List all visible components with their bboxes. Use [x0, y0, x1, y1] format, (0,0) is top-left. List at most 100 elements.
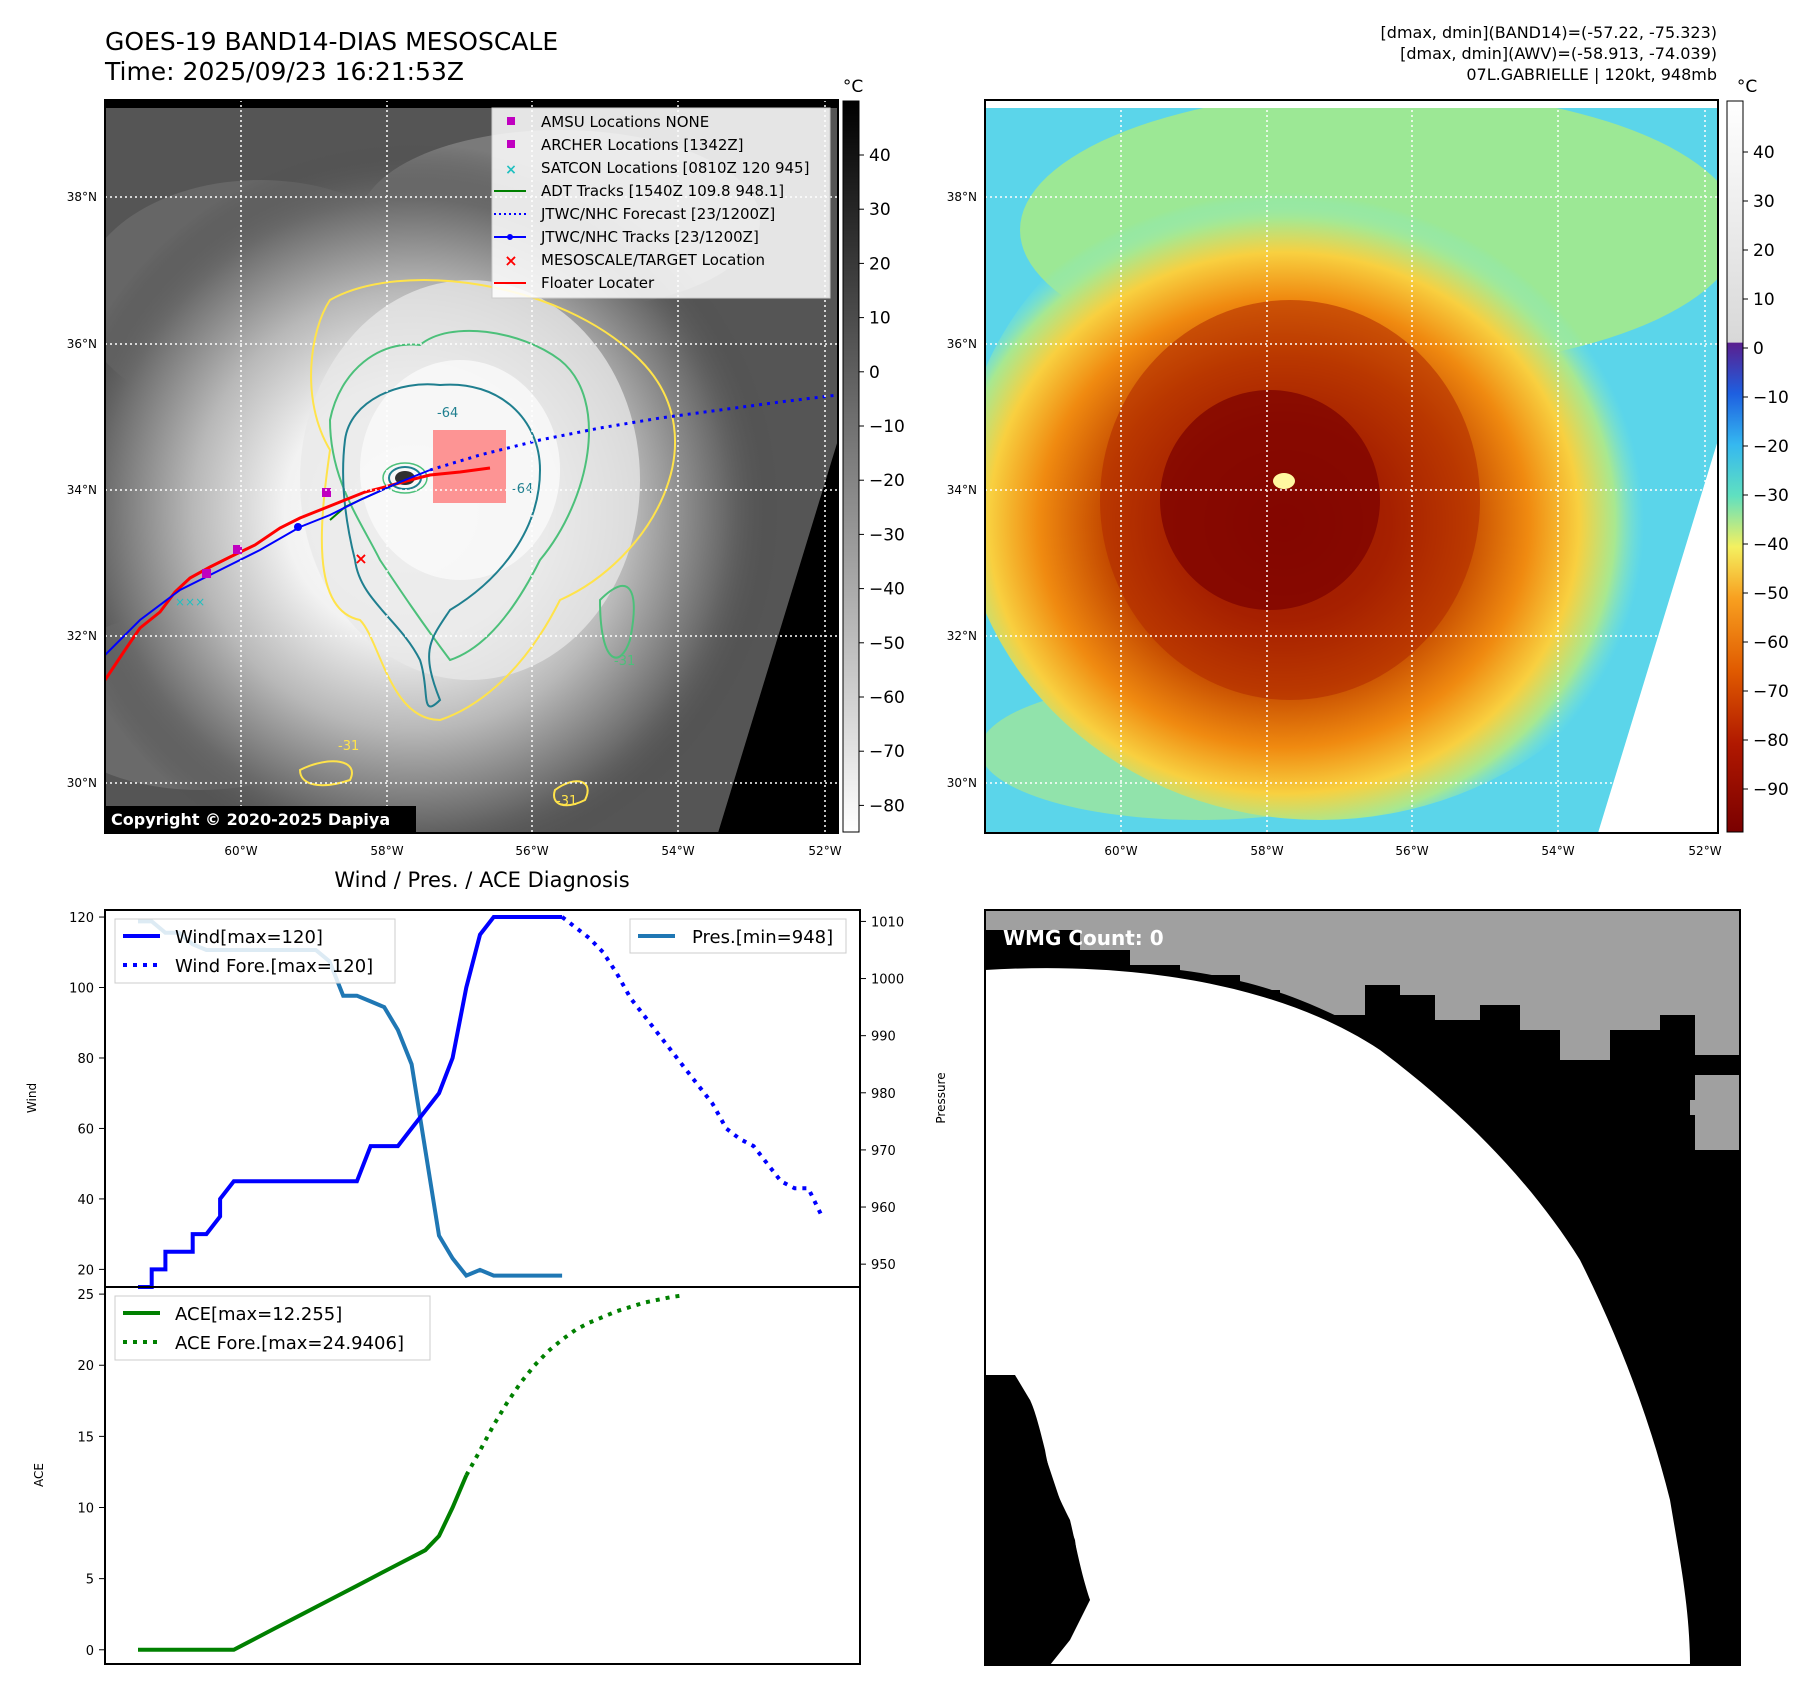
colorbar-gray: °C 40 30 20 10 0 −10 −20 −30 −40 −50 −60 −70 −80: [842, 77, 905, 833]
pressure-tick-label: 970: [871, 1144, 896, 1159]
legend-pressure: Pres.[min=948]: [692, 927, 833, 948]
pressure-tick-label: 1000: [871, 973, 904, 988]
colorbar-tick-label: 30: [869, 200, 891, 220]
lat-label: 30°N: [67, 776, 97, 790]
legend-archer: ARCHER Locations [1342Z]: [541, 136, 744, 154]
legend-amsu: AMSU Locations NONE: [541, 113, 709, 131]
legend-mesoscale: MESOSCALE/TARGET Location: [541, 251, 765, 269]
wind-tick-label: 120: [69, 911, 94, 926]
legend-satcon: SATCON Locations [0810Z 120 945]: [541, 159, 809, 177]
colorbar-tick-label: −50: [1753, 584, 1789, 604]
colorbar-tick-label: −20: [869, 471, 905, 491]
lat-label: 36°N: [67, 337, 97, 351]
figure-title-line2: Time: 2025/09/23 16:21:53Z: [104, 57, 464, 86]
contour-label: -31: [338, 739, 359, 754]
colorbar-tick-label: 30: [1753, 192, 1775, 212]
ace-tick-label: 10: [77, 1502, 94, 1517]
svg-text:×××: ×××: [175, 595, 205, 609]
ace-axis-label: ACE: [32, 1463, 46, 1487]
ace-forecast-line: [464, 1293, 686, 1477]
lat-label: 32°N: [67, 629, 97, 643]
contour-label: -64: [437, 406, 458, 421]
svg-text:×: ×: [505, 162, 517, 178]
colorbar-tick-label: −90: [1753, 780, 1789, 800]
legend-floater: Floater Locater: [541, 274, 655, 292]
lon-label: 54°W: [661, 844, 694, 858]
ace-tick-label: 5: [86, 1573, 94, 1588]
lon-label: 54°W: [1541, 844, 1574, 858]
lat-label: 36°N: [947, 337, 977, 351]
colorbar-tick-label: 10: [869, 309, 891, 329]
colorbar-tick-label: −80: [1753, 731, 1789, 751]
pressure-tick-label: 960: [871, 1201, 896, 1216]
colorbar-tick-label: −20: [1753, 437, 1789, 457]
lon-label: 52°W: [808, 844, 841, 858]
colorbar-tick-label: 0: [869, 363, 880, 383]
lon-label: 56°W: [1395, 844, 1428, 858]
wind-line: [138, 915, 563, 1289]
map-color: 38°N 36°N 34°N 32°N 30°N 60°W 58°W 56°W …: [947, 99, 1722, 858]
colorbar-unit: °C: [1737, 77, 1757, 97]
ace-tick-label: 20: [77, 1359, 94, 1374]
copyright-label: Copyright © 2020-2025 Dapiya: [111, 810, 390, 829]
svg-text:×: ×: [354, 549, 367, 568]
figure-title-line1: GOES-19 BAND14-DIAS MESOSCALE: [105, 27, 558, 56]
legend-ace-forecast: ACE Fore.[max=24.9406]: [175, 1333, 404, 1354]
colorbar-tick-label: −10: [1753, 388, 1789, 408]
wmg-count-label: WMG Count: 0: [1003, 926, 1164, 950]
lon-label: 60°W: [1104, 844, 1137, 858]
legend-wind-forecast: Wind Fore.[max=120]: [175, 956, 373, 977]
colorbar-tick-label: 20: [1753, 241, 1775, 261]
colorbar-tick-label: 20: [869, 254, 891, 274]
lat-label: 32°N: [947, 629, 977, 643]
wind-tick-label: 60: [77, 1122, 94, 1137]
pressure-tick-label: 990: [871, 1030, 896, 1045]
colorbar-tick-label: −10: [869, 417, 905, 437]
lat-label: 38°N: [67, 190, 97, 204]
info-line1: [dmax, dmin](BAND14)=(-57.22, -75.323): [1381, 23, 1717, 42]
colorbar-tick-label: −40: [869, 580, 905, 600]
colorbar-tick-label: −30: [1753, 486, 1789, 506]
colorbar-tick-label: −80: [869, 796, 905, 816]
lon-label: 58°W: [370, 844, 403, 858]
colorbar-tick-label: −70: [1753, 682, 1789, 702]
wmg-panel: WMG Count: 0: [984, 909, 1741, 1666]
contour-label: -31: [614, 654, 635, 669]
pressure-axis-label: Pressure: [934, 1072, 948, 1123]
colorbar-tick-label: −30: [869, 525, 905, 545]
ace-line: [138, 1474, 469, 1652]
wind-forecast-line: [560, 915, 824, 1218]
map-grayscale: -64 -64 -31 -31 -31 × ×××: [67, 99, 842, 858]
lon-label: 52°W: [1688, 844, 1721, 858]
pressure-tick-label: 950: [871, 1258, 896, 1273]
map-legend: AMSU Locations NONE ARCHER Locations [13…: [491, 107, 831, 299]
wind-pressure-chart: Wind Pressure 20 40 60 80 100 120 950 960 970 98…: [25, 909, 948, 1289]
colorbar-tick-label: −60: [869, 688, 905, 708]
contour-label: -31: [556, 794, 577, 809]
lat-label: 30°N: [947, 776, 977, 790]
colorbar-tick-label: −70: [869, 742, 905, 762]
svg-text:×: ×: [504, 251, 517, 270]
ace-tick-label: 0: [86, 1644, 94, 1659]
legend-adt: ADT Tracks [1540Z 109.8 948.1]: [541, 182, 784, 200]
colorbar-tick-label: 40: [869, 146, 891, 166]
info-line3: 07L.GABRIELLE | 120kt, 948mb: [1466, 65, 1717, 84]
info-line2: [dmax, dmin](AWV)=(-58.913, -74.039): [1400, 44, 1717, 63]
wind-axis-label: Wind: [25, 1083, 39, 1113]
legend-ace: ACE[max=12.255]: [175, 1304, 342, 1325]
ace-chart: ACE 0 5 10 15 20 25 ACE[max=12.255] ACE Fore.…: [32, 1286, 861, 1665]
colorbar-tick-label: 10: [1753, 290, 1775, 310]
lat-label: 38°N: [947, 190, 977, 204]
wind-tick-label: 40: [77, 1193, 94, 1208]
pressure-tick-label: 980: [871, 1087, 896, 1102]
colorbar-tick-label: −60: [1753, 633, 1789, 653]
lon-label: 60°W: [224, 844, 257, 858]
lon-label: 56°W: [515, 844, 548, 858]
ace-tick-label: 25: [77, 1288, 94, 1303]
lon-label: 58°W: [1250, 844, 1283, 858]
colorbar-tick-label: −40: [1753, 535, 1789, 555]
wind-tick-label: 20: [77, 1263, 94, 1278]
chart-title: Wind / Pres. / ACE Diagnosis: [334, 868, 629, 892]
pressure-tick-label: 1010: [871, 915, 904, 930]
